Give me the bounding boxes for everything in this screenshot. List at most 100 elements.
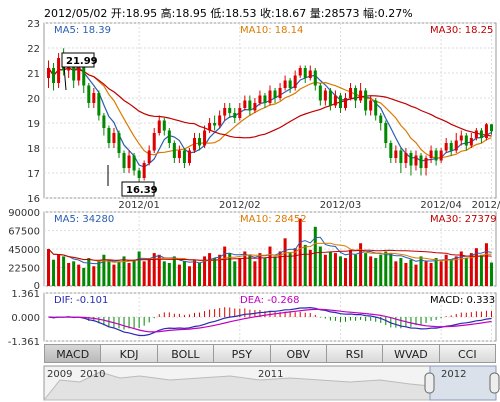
high-marker: 21.99 (61, 52, 98, 91)
volume-bar (389, 253, 393, 286)
volume-bar (62, 256, 66, 286)
tab-wvad[interactable]: WVAD (383, 344, 440, 363)
macd-label: MACD: 0.333 (430, 295, 495, 306)
price-y-tick: 18 (27, 144, 40, 155)
volume-bar (157, 254, 161, 286)
macd-lines (48, 306, 492, 337)
candle-body (394, 150, 398, 158)
candle-body (308, 70, 312, 78)
price-y-tick: 23 (27, 19, 40, 30)
price-x-tick: 2012/ (472, 200, 500, 211)
volume-ma10-line (48, 242, 492, 263)
volume-bar (414, 264, 418, 286)
candle-body (273, 90, 277, 98)
volume-bar (384, 251, 388, 286)
volume-bar (364, 253, 368, 286)
tab-obv[interactable]: OBV (270, 344, 327, 363)
price-x-tick: 2012/04 (420, 200, 462, 211)
candle-body (87, 85, 91, 103)
volume-bar (399, 258, 403, 286)
volume-ma-lines (48, 236, 492, 265)
price-y-tick: 17 (27, 169, 40, 180)
candle-body (464, 135, 468, 146)
candle-body (177, 150, 181, 158)
nav-year-2012: 2012 (441, 369, 466, 380)
candle-body (107, 128, 111, 143)
candle-body (384, 123, 388, 143)
dif-label: DIF: -0.101 (54, 295, 108, 306)
candle-body (389, 143, 393, 158)
volume-ma30-line (48, 248, 492, 261)
candle-body (369, 100, 373, 111)
volume-value: 28573 (324, 7, 360, 20)
price-x-tick: 2012/03 (320, 200, 362, 211)
tab-macd[interactable]: MACD (44, 344, 102, 363)
volume-bar (228, 253, 232, 286)
volume-bar (459, 251, 463, 286)
tab-kdj[interactable]: KDJ (101, 344, 158, 363)
candle-body (142, 163, 146, 178)
volume-bar (122, 256, 126, 286)
low-value: 18.53 (225, 7, 257, 20)
volume-bar (338, 256, 342, 286)
change-value: 0.27% (377, 7, 413, 20)
volume-bar (343, 258, 348, 286)
low-marker-text: 16.39 (126, 185, 158, 196)
volume-bar (479, 254, 483, 286)
candle-body (152, 133, 156, 151)
volume-y-axis: 90000 67500 45000 22500 0 (8, 208, 40, 292)
candle-body (92, 93, 96, 103)
volume-bar (198, 262, 202, 286)
candle-body (208, 123, 212, 131)
vol-ma30-label: MA30: 27379 (430, 214, 497, 225)
dea-line (48, 308, 492, 333)
volume-bar (177, 264, 181, 286)
open-value: 18.95 (125, 7, 158, 20)
candle-body (424, 158, 428, 168)
volume-bar (354, 254, 358, 286)
candle-body (248, 100, 252, 111)
volume-bar (92, 266, 96, 286)
candle-body (218, 115, 222, 126)
tab-psy[interactable]: PSY (214, 344, 271, 363)
volume-bar (87, 258, 91, 286)
navigator-selection[interactable] (429, 365, 497, 401)
tab-rsi[interactable]: RSI (326, 344, 384, 363)
candle-body (338, 95, 342, 108)
candle-body (122, 153, 126, 168)
navigator-left-handle[interactable] (424, 372, 435, 394)
volume-bar (379, 254, 383, 286)
volume-bar (233, 261, 237, 286)
navigator-right-handle[interactable] (489, 372, 500, 394)
candlestick-series (47, 48, 493, 189)
volume-label: 量: (309, 7, 325, 20)
volume-bar (112, 264, 116, 286)
candle-body (484, 124, 488, 138)
high-marker-text: 21.99 (66, 56, 98, 67)
tab-boll[interactable]: BOLL (157, 344, 215, 363)
ma30-line (48, 67, 492, 139)
volume-bar (253, 261, 257, 286)
volume-bar (77, 264, 81, 286)
candle-body (132, 155, 136, 171)
tab-cci[interactable]: CCI (439, 344, 496, 363)
volume-bar (419, 256, 423, 286)
volume-bar (333, 253, 337, 286)
candle-body (278, 88, 282, 98)
volume-bar (52, 259, 56, 286)
volume-bar (293, 248, 297, 286)
high-label: 高: (160, 7, 176, 20)
candle-body (419, 155, 423, 168)
candle-body (374, 100, 378, 116)
quote-date: 2012/05/02 (44, 7, 108, 20)
candle-body (127, 155, 131, 168)
volume-bar (469, 253, 473, 286)
candle-body (459, 135, 463, 141)
volume-bar (444, 254, 448, 286)
candle-body (293, 75, 297, 88)
candle-body (147, 150, 151, 163)
volume-bars (47, 218, 493, 286)
volume-bar (349, 249, 353, 286)
volume-bar (318, 246, 322, 286)
